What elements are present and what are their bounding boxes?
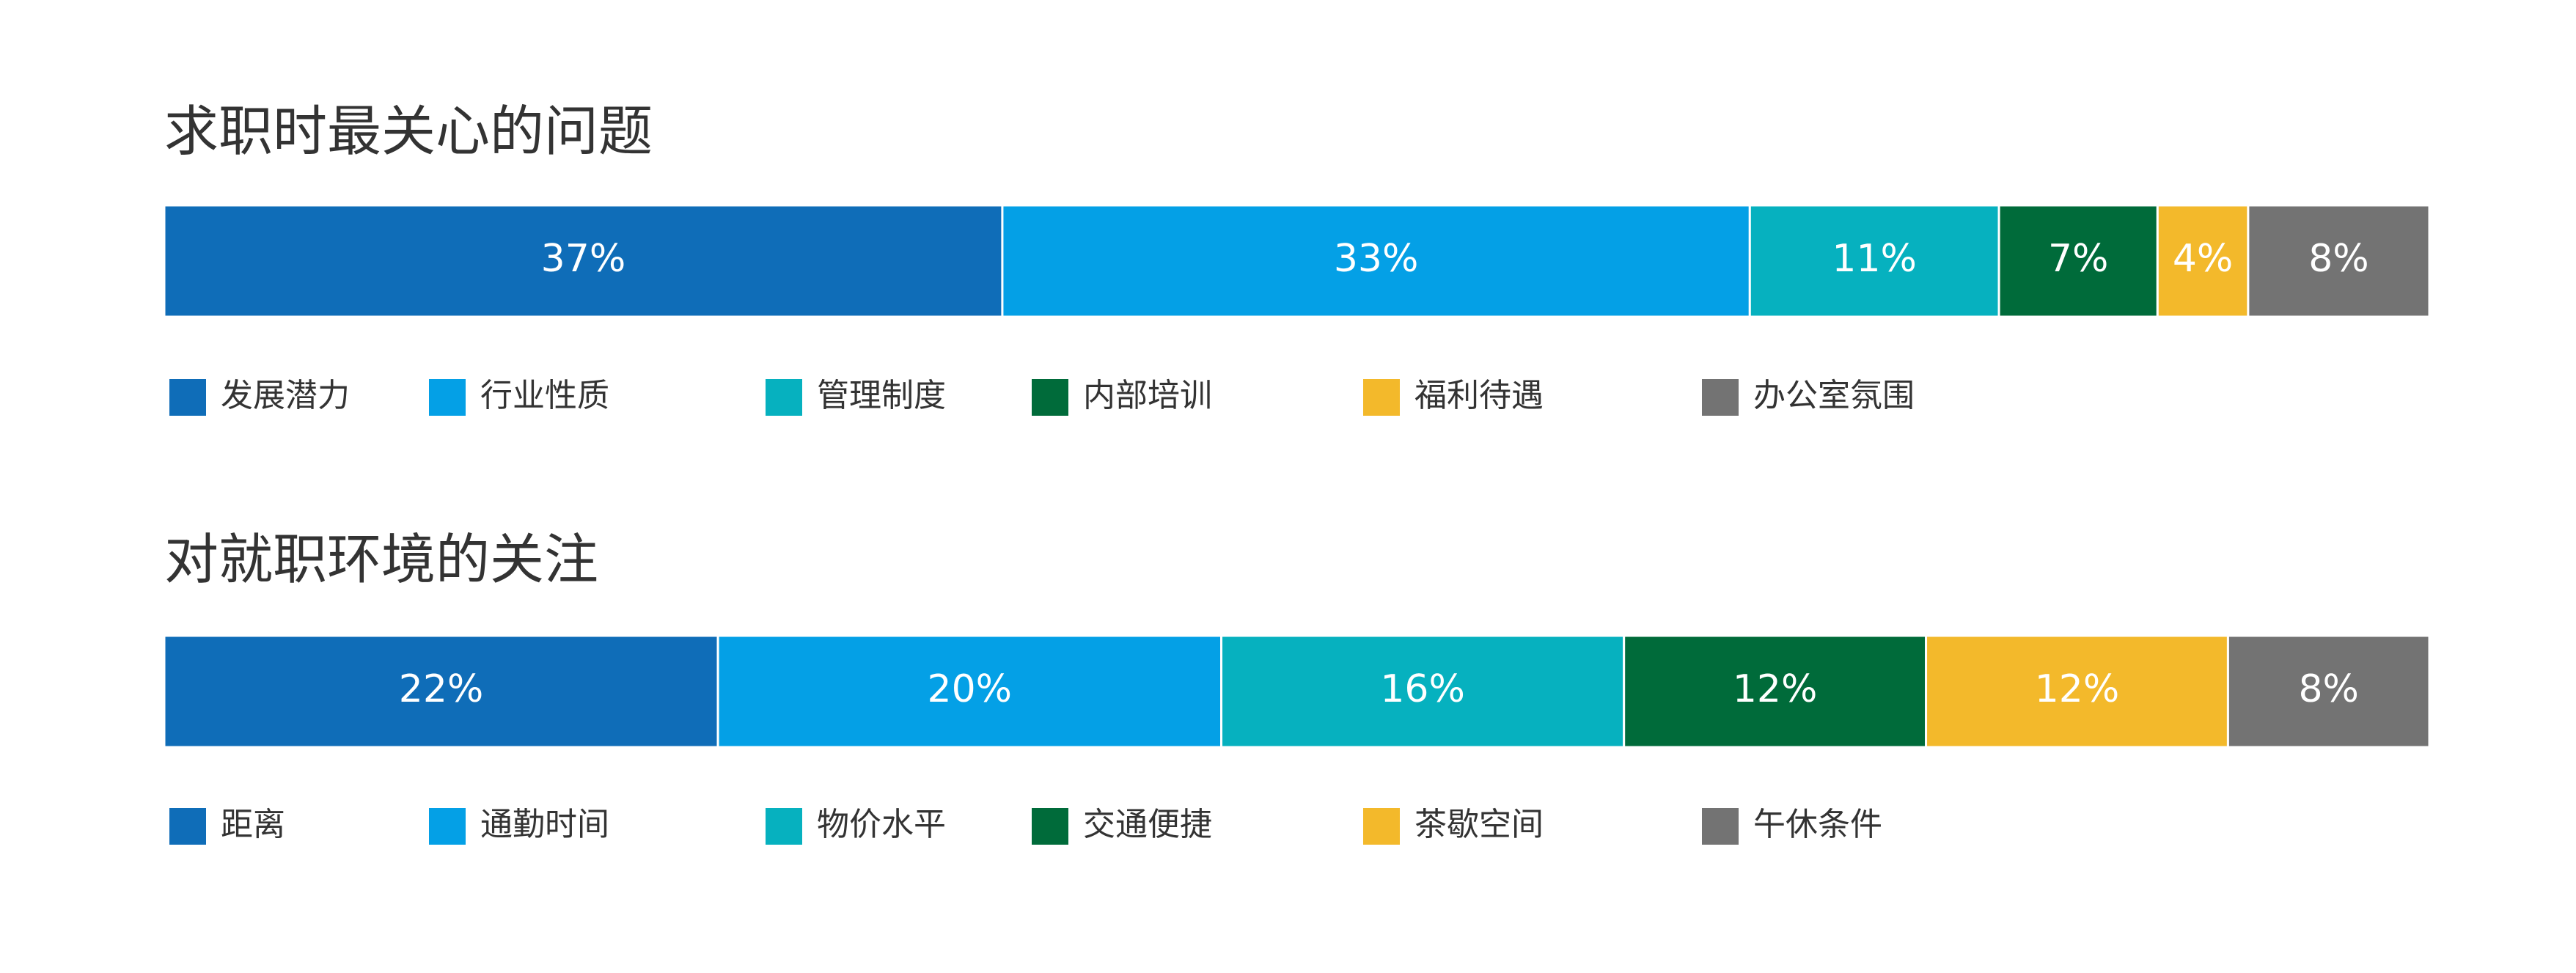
value-label: 8%	[2308, 237, 2369, 281]
legend-swatch	[429, 379, 466, 416]
legend-label: 茶歇空间	[1414, 806, 1544, 843]
legend-label: 发展潜力	[221, 377, 350, 414]
legend-swatch	[169, 379, 206, 416]
value-label: 8%	[2298, 667, 2359, 711]
legend-swatch	[766, 379, 802, 416]
legend-swatch	[429, 808, 466, 845]
value-label: 4%	[2173, 237, 2234, 281]
legend-label: 午休条件	[1753, 806, 1882, 843]
legend-label: 物价水平	[817, 806, 946, 843]
bar-segment	[1623, 634, 1928, 749]
legend-label: 交通便捷	[1083, 806, 1212, 843]
legend-label: 距离	[221, 806, 285, 843]
bar-segment	[716, 634, 1223, 749]
bar-segment	[163, 204, 1004, 318]
bar-segment	[2156, 204, 2250, 318]
legend-label: 办公室氛围	[1753, 377, 1915, 414]
value-label: 12%	[2035, 667, 2120, 711]
value-label: 12%	[1733, 667, 1818, 711]
value-label: 11%	[1832, 237, 1917, 281]
legend-label: 通勤时间	[480, 806, 609, 843]
legend-label: 福利待遇	[1414, 377, 1544, 414]
legend-label: 管理制度	[817, 377, 946, 414]
value-label: 33%	[1334, 237, 1419, 281]
value-label: 7%	[2048, 237, 2109, 281]
value-label: 22%	[399, 667, 484, 711]
chart-title: 对就职环境的关注	[164, 529, 598, 592]
legend-swatch	[766, 808, 802, 845]
legend-swatch	[1702, 379, 1739, 416]
value-label: 37%	[541, 237, 626, 281]
legend-swatch	[1702, 808, 1739, 845]
bar-segment	[2247, 204, 2431, 318]
bar-segment	[163, 634, 719, 749]
value-label: 16%	[1380, 667, 1465, 711]
legend-swatch	[1032, 808, 1068, 845]
bar-segment	[1220, 634, 1626, 749]
bar-segment	[1748, 204, 2000, 318]
legend-label: 内部培训	[1083, 377, 1212, 414]
bar-segment	[2226, 634, 2431, 749]
value-label: 20%	[928, 667, 1013, 711]
chart-title: 求职时最关心的问题	[164, 100, 653, 164]
legend-swatch	[169, 808, 206, 845]
bar-segment	[1001, 204, 1751, 318]
legend-swatch	[1032, 379, 1068, 416]
legend-swatch	[1363, 379, 1400, 416]
legend-label: 行业性质	[480, 377, 609, 414]
legend-swatch	[1363, 808, 1400, 845]
